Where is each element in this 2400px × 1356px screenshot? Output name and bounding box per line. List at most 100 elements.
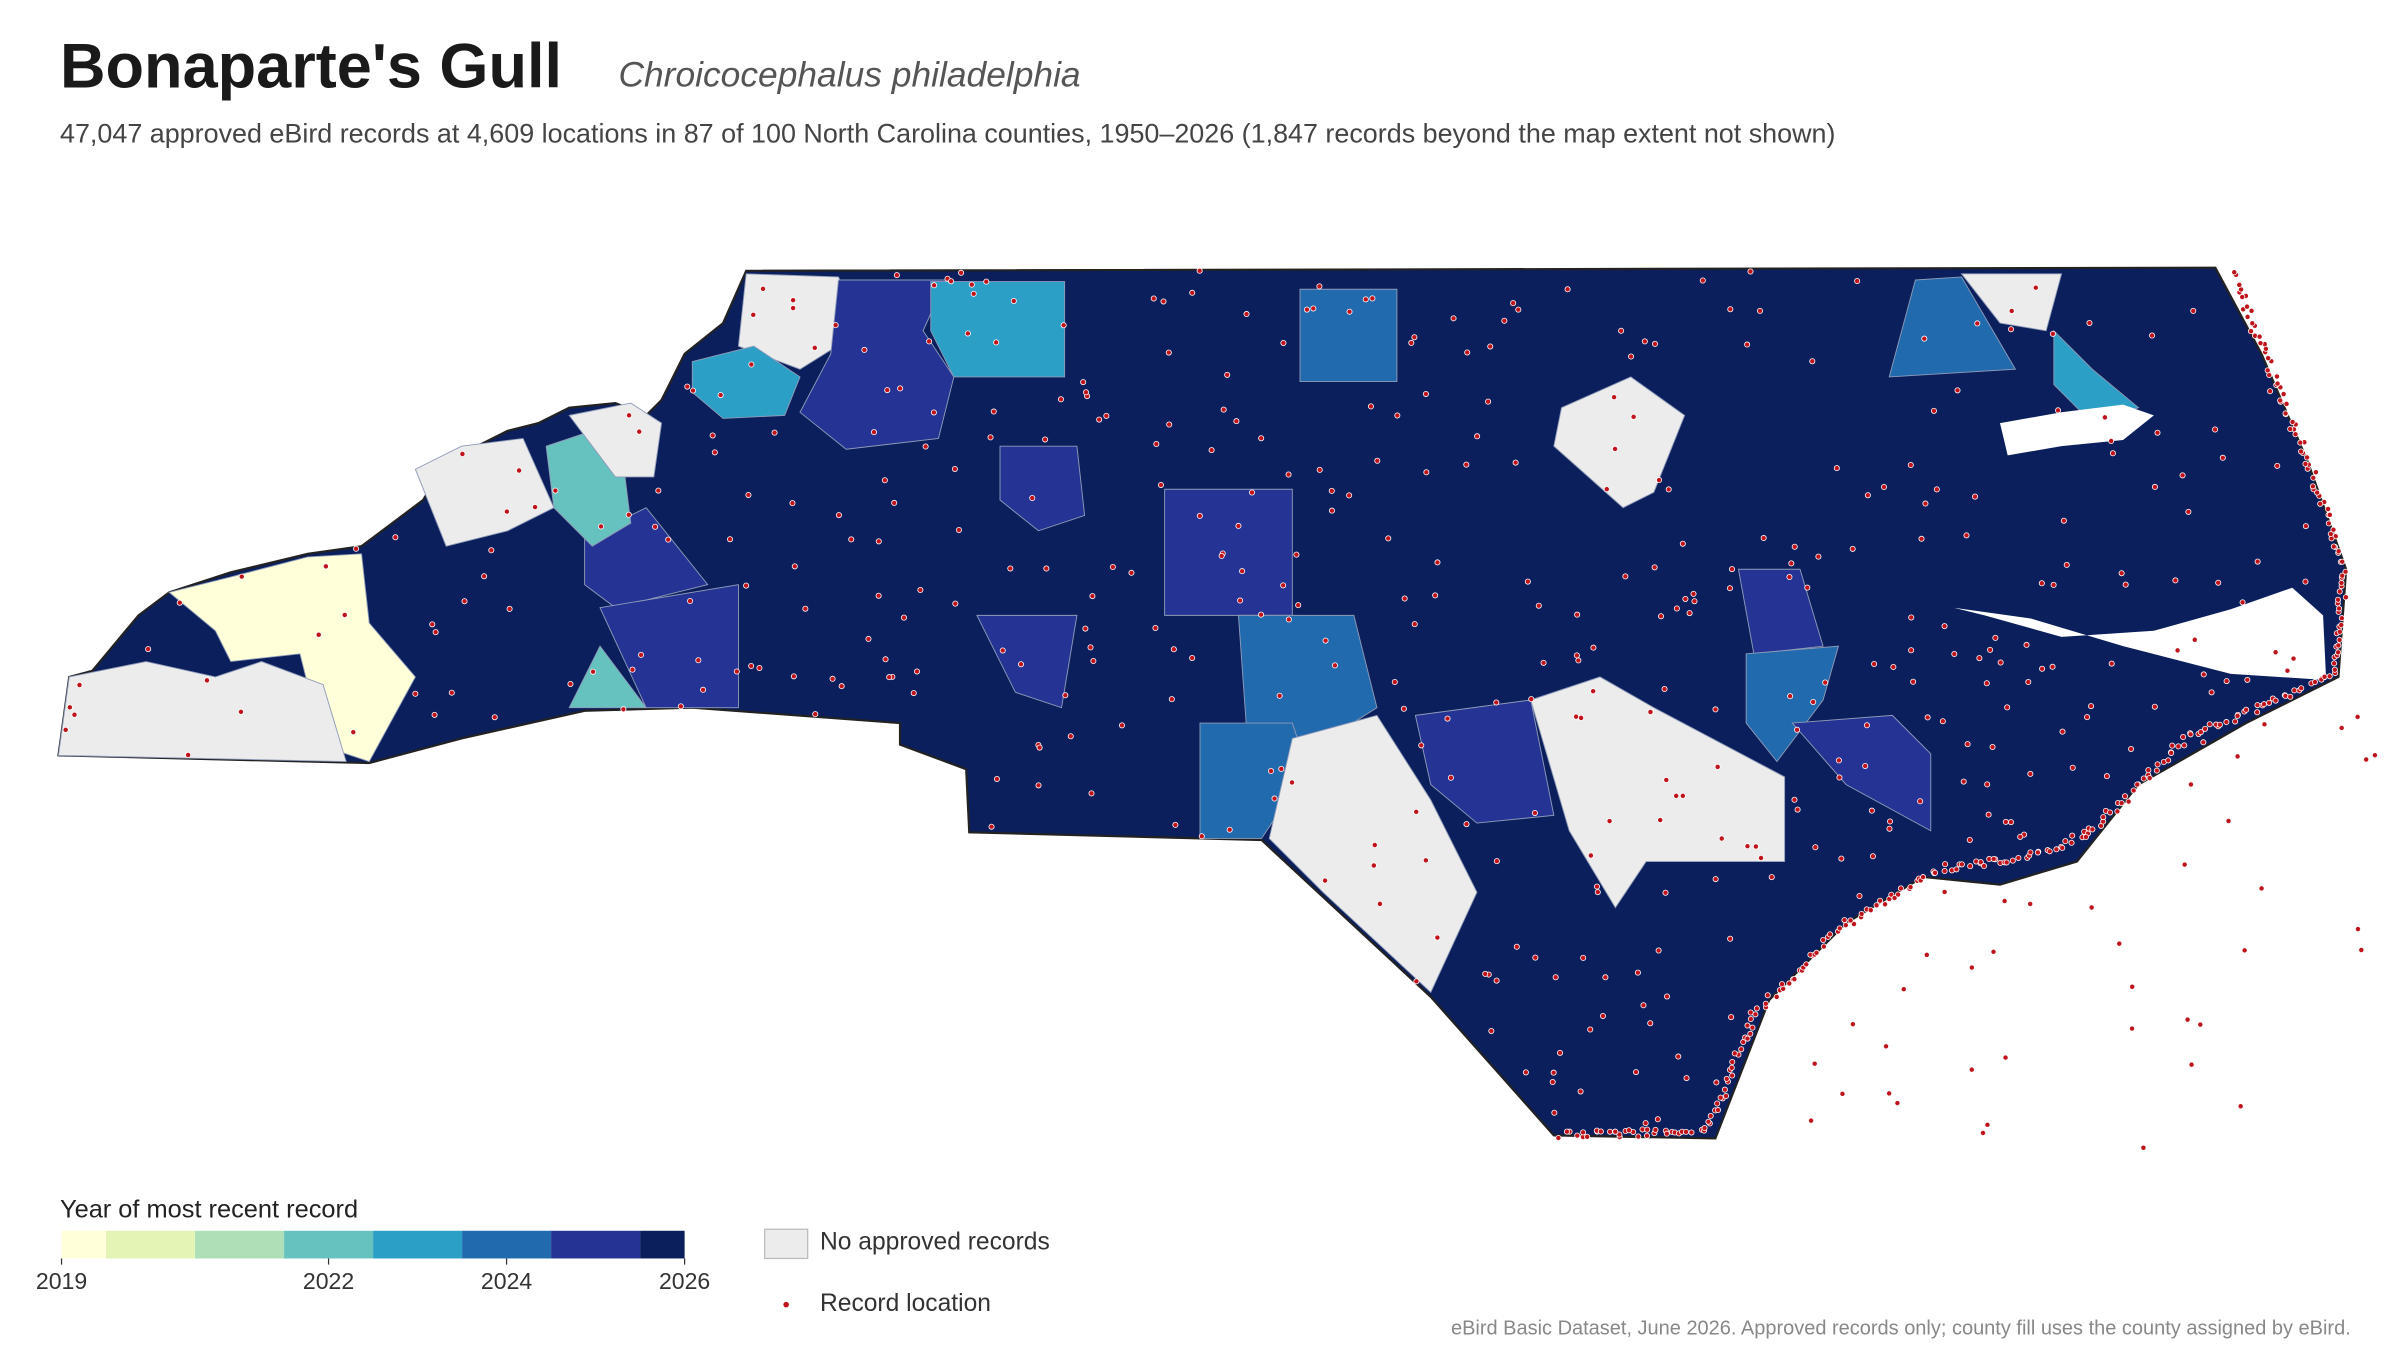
record-dot <box>1603 486 1610 493</box>
record-dot <box>1540 659 1547 666</box>
record-dot <box>2181 742 2188 749</box>
record-dot <box>1886 818 1893 825</box>
record-dot <box>1622 573 1629 580</box>
record-dot <box>2116 940 2123 947</box>
record-dot <box>1400 705 1407 712</box>
record-dot <box>1316 283 1323 290</box>
record-dot <box>1310 305 1317 312</box>
county <box>599 584 739 709</box>
record-dot <box>1764 992 1771 999</box>
record-dot <box>1900 986 1907 993</box>
county <box>1553 376 1686 509</box>
record-dot <box>771 429 778 436</box>
record-dot <box>1647 1020 1654 1027</box>
record-dot <box>1224 371 1231 378</box>
record-dot <box>1109 564 1116 571</box>
record-dot <box>2264 367 2271 374</box>
record-dot <box>1278 765 1285 772</box>
record-dot <box>2053 846 2060 853</box>
record-dot <box>1958 861 1965 868</box>
record-dot <box>881 477 888 484</box>
record-dot <box>448 689 455 696</box>
record-dot <box>865 635 872 642</box>
record-dot <box>2239 599 2246 606</box>
record-dot <box>392 534 399 541</box>
record-dot <box>1574 1132 1581 1139</box>
record-dot <box>1625 1127 1632 1134</box>
record-dot <box>1606 818 1613 825</box>
record-dot <box>1096 416 1103 423</box>
record-dot <box>1863 722 1870 729</box>
record-dot <box>506 605 513 612</box>
record-dot <box>590 668 597 675</box>
record-dot <box>2063 561 2070 568</box>
record-dot <box>1869 853 1876 860</box>
record-dot <box>1422 390 1429 397</box>
record-dot <box>1841 917 1848 924</box>
record-dot <box>1196 512 1203 519</box>
record-dot <box>1487 343 1494 350</box>
record-dot <box>431 711 438 718</box>
record-dot <box>2342 568 2349 575</box>
record-dot <box>955 526 962 533</box>
record-dot <box>2326 673 2333 680</box>
record-dot <box>1189 654 1196 661</box>
record-dot <box>750 311 757 318</box>
record-dot <box>2287 693 2294 700</box>
record-dot <box>829 675 836 682</box>
record-dot <box>2060 517 2067 524</box>
record-dot <box>1941 623 1948 630</box>
record-dot <box>2336 636 2343 643</box>
record-dot <box>756 665 763 672</box>
record-dot <box>1166 421 1173 428</box>
tick-label: 2019 <box>36 1268 87 1294</box>
record-dot <box>1836 774 1843 781</box>
record-dot <box>2134 781 2141 788</box>
tick-label: 2022 <box>303 1268 354 1294</box>
record-dot <box>1574 611 1581 618</box>
record-dot <box>931 282 938 289</box>
record-dot <box>1303 306 1310 313</box>
record-dot <box>812 711 819 718</box>
record-dot <box>791 563 798 570</box>
county <box>1737 568 1824 655</box>
record-dot <box>2280 391 2287 398</box>
record-dot <box>1128 569 1135 576</box>
record-dot <box>1788 560 1795 567</box>
record-dot <box>2101 414 2108 421</box>
record-dot <box>2200 739 2207 746</box>
record-dot <box>1413 978 1420 985</box>
record-dot <box>1683 1075 1690 1082</box>
record-dot <box>1316 466 1323 473</box>
record-dot <box>1152 625 1159 632</box>
record-dot <box>638 651 645 658</box>
record-dot <box>1594 889 1601 896</box>
record-dot <box>1968 964 1975 971</box>
record-dot <box>1374 457 1381 464</box>
record-dot <box>1423 469 1430 476</box>
record-dot <box>1985 811 1992 818</box>
record-dot <box>1721 1086 1728 1093</box>
record-dot <box>341 611 348 618</box>
record-dot <box>1168 696 1175 703</box>
record-dot <box>970 290 977 297</box>
record-dot <box>1607 1128 1614 1135</box>
record-dot <box>1967 863 1974 870</box>
tick-label: 2024 <box>481 1268 532 1294</box>
record-dot <box>620 706 627 713</box>
record-dot <box>2003 859 2010 866</box>
record-dot <box>2187 731 2194 738</box>
record-dot <box>1635 1133 1642 1140</box>
record-dot <box>1346 492 1353 499</box>
record-dot <box>1331 662 1338 669</box>
record-dot <box>1493 858 1500 865</box>
record-dot <box>203 677 210 684</box>
record-dot <box>2180 734 2187 741</box>
record-dot <box>2151 483 2158 490</box>
record-dot <box>875 592 882 599</box>
record-dot <box>1787 693 1794 700</box>
record-dot <box>2336 588 2343 595</box>
record-dot <box>811 344 818 351</box>
record-dot <box>2165 757 2172 764</box>
record-dot <box>684 383 691 390</box>
